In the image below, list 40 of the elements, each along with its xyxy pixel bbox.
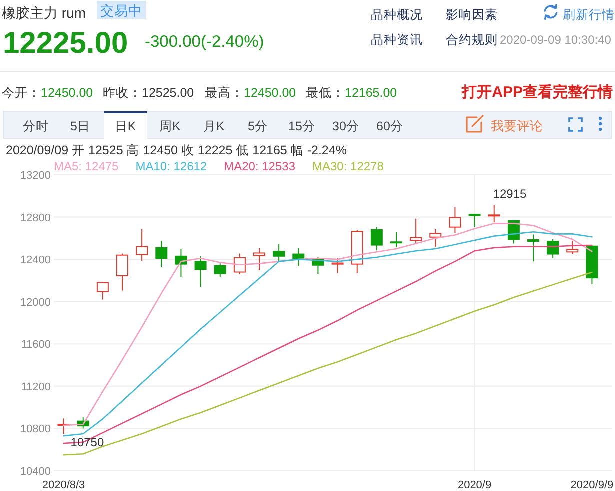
text: 刷新行情 [563,8,615,22]
y-tick-label: 10800 [20,424,51,436]
text: 日K [114,120,137,134]
text: 2020-09-09 10:30:40 [500,33,612,47]
text: 今开：12450.00 [2,86,94,100]
y-tick-label: 10400 [20,466,51,478]
text: 交易中 [100,4,142,18]
text: 15分 [288,120,316,134]
text: 最高：12450.00 [205,85,296,100]
text: 月K [203,120,226,134]
text: 5分 [248,120,268,134]
y-tick-label: 12800 [20,212,51,224]
legend: MA5: 12475 MA10: 12612 MA20: 12533 MA30: 12278 [54,160,384,174]
text: 合约规则 [446,33,498,47]
text: 影响因素 [446,8,498,22]
text: 昨收：12525.00 [103,86,194,100]
x-tick-label: 2020/8/3 [42,480,86,491]
chart-subtitle: 2020/09/09 开 12525 高 12450 收 12225 低 12165 幅 -2.24% [6,142,347,158]
text: 12225.00 [3,27,128,60]
annotation: 12915 [493,187,528,201]
text: 60分 [376,120,404,134]
text: -300.00(-2.40%) [145,33,264,51]
y-tick-label: 13200 [20,170,51,182]
text: 品种资讯 [371,33,423,47]
text: 分时 [23,120,49,134]
y-tick-label: 12400 [20,254,51,267]
x-tick-label: 2020/9 [458,480,492,491]
chart-title: 橡胶主力 rum [2,5,86,21]
text: 周K [159,120,182,134]
y-tick-label: 12000 [20,296,51,309]
text: 打开APP查看完整行情 [461,83,613,101]
text: 5日 [70,120,90,134]
x-tick-label: 2020/9/9 [570,480,614,491]
text: 我要评论 [491,118,543,134]
y-tick-label: 11600 [21,339,51,352]
text: 最低：12165.00 [306,86,398,100]
text: 30分 [332,120,360,134]
y-tick-label: 11200 [21,381,51,394]
annotation: 10750 [70,436,104,450]
text: 品种概况 [371,8,423,22]
